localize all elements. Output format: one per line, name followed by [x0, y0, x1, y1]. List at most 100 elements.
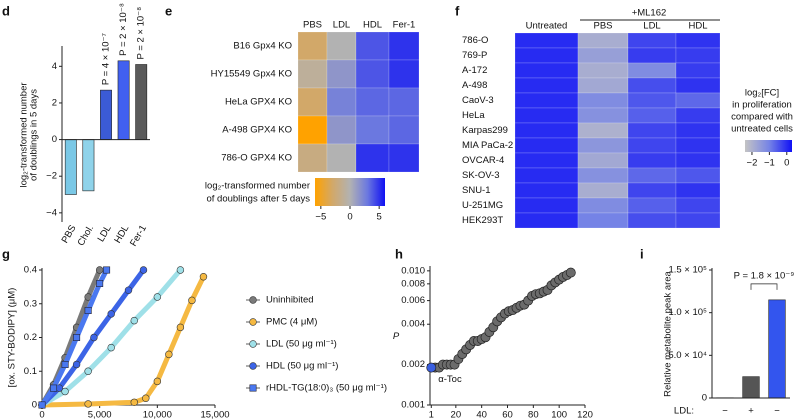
- y-tick-label: 0.002: [401, 359, 425, 370]
- panel-letter: h: [395, 246, 403, 261]
- x-tick-label: 20: [451, 410, 462, 419]
- marker: [38, 401, 46, 409]
- x-tick-label: 1: [429, 410, 434, 419]
- colorbar-tick-label: 0: [784, 158, 789, 169]
- marker: [142, 394, 150, 402]
- heatmap-cell: [627, 137, 677, 154]
- heatmap-cell: [514, 32, 579, 49]
- heatmap-cell: [675, 137, 721, 154]
- marker: [72, 360, 81, 369]
- panel-letter: e: [165, 3, 172, 18]
- heatmap-cell: [577, 62, 629, 79]
- heatmap-cell: [514, 77, 579, 94]
- heatmap-cell: [627, 197, 677, 214]
- x-tick-label: +: [748, 406, 754, 417]
- x-tick-label: 80: [528, 410, 539, 419]
- x-tick-label: 60: [502, 410, 513, 419]
- colorbar-label: of doublings after 5 days: [206, 194, 310, 205]
- row-label: HeLa GPX4 KO: [225, 97, 292, 108]
- y-tick-label: 0: [702, 393, 707, 404]
- heatmap-cell: [627, 152, 677, 169]
- colorbar-label: in proliferation: [732, 100, 792, 111]
- row-label: SNU-1: [462, 185, 491, 196]
- heatmap-cell: [297, 59, 328, 89]
- legend-label: Uninhibited: [266, 295, 314, 306]
- row-label: OVCAR-4: [462, 155, 504, 166]
- p-value: P = 1.8 × 10⁻⁹: [734, 270, 795, 281]
- heatmap-cell: [675, 107, 721, 124]
- marker: [124, 286, 133, 294]
- heatmap-cell: [514, 122, 579, 139]
- row-label: MIA PaCa-2: [462, 140, 513, 151]
- heatmap-cell: [326, 143, 357, 173]
- bar: [100, 89, 112, 140]
- marker: [84, 306, 92, 314]
- colorbar-label: compared with: [731, 112, 793, 123]
- heatmap-cell: [675, 122, 721, 139]
- heatmap-cell: [577, 167, 629, 184]
- heatmap-cell: [577, 47, 629, 64]
- legend-label: PMC (4 μM): [266, 317, 317, 328]
- heatmap-cell: [675, 47, 721, 64]
- colorbar-tick-label: 5: [377, 212, 382, 223]
- column-label: PBS: [593, 21, 612, 32]
- row-label: HY15549 Gpx4 KO: [211, 69, 292, 80]
- highlight-point: [426, 362, 437, 373]
- p-value: P = 2 × 10⁻⁸: [136, 7, 147, 60]
- heatmap-cell: [577, 92, 629, 109]
- bar: [742, 376, 760, 399]
- heatmap-cell: [627, 47, 677, 64]
- heatmap-cell: [514, 167, 579, 184]
- legend-marker: [249, 384, 257, 392]
- heatmap-cell: [627, 212, 677, 229]
- y-tick-label: 0.010: [401, 265, 425, 276]
- legend-label: rHDL-TG(18:0)₃ (50 μg ml⁻¹): [266, 383, 387, 394]
- y-tick-label: 0.006: [401, 295, 425, 306]
- heatmap-cell: [627, 92, 677, 109]
- y-axis-label: Relative metabolite peak area: [663, 270, 674, 396]
- heatmap-cell: [514, 197, 579, 214]
- heatmap-cell: [388, 59, 420, 89]
- marker: [96, 279, 104, 287]
- heatmap-cell: [577, 152, 629, 169]
- heatmap-cell: [627, 77, 677, 94]
- row-label: SK-OV-3: [462, 170, 500, 181]
- y-tick-label: 0.2: [24, 332, 37, 343]
- y-tick-label: −2: [46, 171, 57, 182]
- colorbar-label: log₂[FC]: [745, 88, 779, 99]
- y-axis-label: P: [393, 331, 400, 342]
- heatmap-cell: [388, 31, 420, 61]
- p-value: P = 2 × 10⁻⁸: [118, 3, 129, 56]
- legend-marker: [249, 296, 257, 304]
- row-label: HeLa: [462, 110, 485, 121]
- heatmap-cell: [675, 197, 721, 214]
- column-label: LDL: [643, 21, 660, 32]
- y-tick-label: 0: [32, 400, 37, 411]
- legend-label: HDL (50 μg ml⁻¹): [266, 361, 338, 372]
- heatmap-cell: [355, 115, 390, 145]
- heatmap-cell: [627, 122, 677, 139]
- bar: [117, 60, 130, 140]
- marker: [130, 316, 138, 325]
- heatmap-cell: [577, 212, 629, 229]
- row-label: B16 Gpx4 KO: [233, 41, 292, 52]
- colorbar-tick-label: 0: [347, 212, 352, 223]
- y-tick-label: 1.5 × 10⁵: [668, 265, 707, 276]
- x-tick-label: Fer-1: [128, 223, 149, 248]
- heatmap-cell: [514, 182, 579, 199]
- row-label: A-498: [462, 80, 487, 91]
- heatmap-cell: [514, 47, 579, 64]
- heatmap-cell: [355, 31, 390, 61]
- heatmap-cell: [627, 107, 677, 124]
- heatmap-cell: [326, 31, 357, 61]
- bar: [82, 139, 95, 192]
- legend-marker: [249, 318, 257, 326]
- row-label: A-172: [462, 65, 487, 76]
- marker: [176, 266, 185, 274]
- row-label: 786-O GPX4 KO: [221, 153, 292, 164]
- marker: [90, 333, 98, 342]
- heatmap-cell: [514, 107, 579, 124]
- heatmap-cell: [297, 115, 328, 145]
- x-tick-label: LDL: [96, 223, 114, 244]
- x-tick-label: −: [774, 406, 780, 417]
